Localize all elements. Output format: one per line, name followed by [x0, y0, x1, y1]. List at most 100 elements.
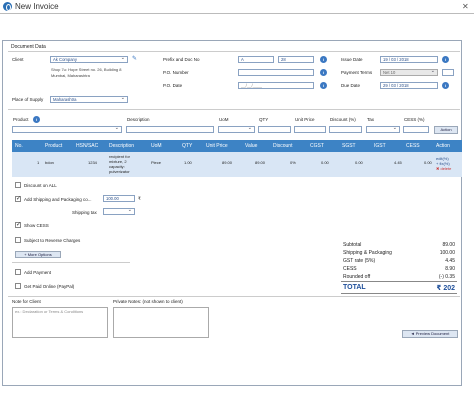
issue-date-input[interactable]: 19 / 03 / 2018 — [380, 56, 438, 63]
shipping-total-value: 100.00 — [439, 250, 455, 256]
client-address-line-2: Mumbai, Maharashtra — [51, 73, 90, 78]
description-input[interactable] — [126, 126, 214, 133]
add-payment-checkbox[interactable] — [15, 269, 21, 275]
edit-pencil-icon[interactable]: ✎ — [132, 56, 138, 62]
notes-divider — [8, 296, 460, 297]
totals-divider-bottom — [341, 293, 457, 294]
client-select[interactable]: Ak Company — [50, 56, 128, 63]
rounded-label: Rounded off — [343, 274, 371, 280]
discount-all-label: Discount on ALL — [24, 183, 57, 188]
discount-input[interactable] — [329, 126, 362, 133]
prefix-label: Prefix and Doc No — [163, 57, 200, 62]
cell-cess: 0.00 — [424, 160, 432, 165]
unit-price-input[interactable] — [294, 126, 326, 133]
place-of-supply-select[interactable]: Maharashtra — [50, 96, 128, 103]
cell-uom: Piece — [151, 160, 162, 165]
private-note-label: Private Notes: (not shown to client) — [113, 299, 183, 304]
po-number-label: P.O. Number — [163, 70, 189, 75]
cell-discount: 0% — [290, 160, 296, 165]
cess-input[interactable] — [403, 126, 429, 133]
rounded-value: (-) 0.35 — [438, 274, 455, 280]
divider — [8, 109, 460, 110]
client-address-line-1: Shop 7u: Hope Street no. 26, Building 8 — [51, 67, 122, 72]
th-unit-price: Unit Price — [206, 143, 228, 149]
get-paid-online-checkbox[interactable] — [15, 283, 21, 289]
th-product: Product — [45, 143, 63, 149]
th-igst: IGST — [374, 143, 386, 149]
cell-unit-price: 89.00 — [222, 160, 233, 165]
product-label: Product — [13, 117, 29, 122]
document-frame — [2, 40, 462, 386]
total-label: TOTAL — [343, 284, 366, 291]
th-cess: CESS — [406, 143, 420, 149]
payment-terms-select[interactable]: Net 10 — [380, 69, 438, 76]
cell-cgst: 0.00 — [321, 160, 329, 165]
row-fix-link[interactable]: + fix(%) — [436, 161, 450, 166]
preview-document-button[interactable]: ◄ Preview Document — [402, 330, 458, 338]
tax-label: Tax — [367, 117, 375, 122]
th-value: Value — [245, 143, 258, 149]
row-edit-link[interactable]: edit(%) — [436, 156, 449, 161]
more-options-button[interactable]: + More Options — [15, 251, 61, 258]
th-action: Action — [436, 143, 450, 149]
shipping-checkbox[interactable] — [15, 195, 21, 202]
row-delete-link[interactable]: ✖ delete — [436, 166, 452, 171]
add-payment-label: Add Payment — [24, 270, 52, 275]
product-info-icon[interactable]: i — [33, 116, 40, 123]
cell-hsn: 1234 — [88, 160, 97, 165]
th-qty: QTY — [182, 143, 193, 149]
due-date-info-icon[interactable]: i — [442, 82, 449, 89]
cell-sgst: 0.00 — [355, 160, 363, 165]
cell-description-3: capacity: — [109, 164, 125, 169]
discount-label: Discount (%) — [330, 117, 356, 122]
section-title: Document Data — [11, 44, 46, 50]
shipping-tax-select[interactable] — [103, 208, 135, 215]
cess-total-value: 8.90 — [445, 266, 455, 272]
subtotal-value: 89.00 — [442, 242, 455, 248]
prefix-input[interactable]: A — [238, 56, 274, 63]
due-date-input[interactable]: 29 / 03 / 2018 — [380, 82, 438, 89]
shipping-total-label: Shipping & Packaging — [343, 250, 392, 256]
due-date-label: Due Date — [341, 83, 361, 88]
cell-value: 89.00 — [255, 160, 266, 165]
total-value: ₹ 202 — [436, 285, 456, 292]
gst-rate-value: 4.45 — [445, 258, 455, 264]
close-icon[interactable]: ✕ — [462, 2, 469, 11]
get-paid-online-label: Get Paid Online (PayPal) — [24, 284, 75, 289]
tax-select[interactable] — [366, 126, 400, 133]
rupee-symbol: ₹ — [138, 196, 141, 201]
doc-number-info-icon[interactable]: i — [320, 56, 327, 63]
table-row[interactable]: 1 bdon 1234 recipient for mixture, 2 cap… — [12, 152, 462, 177]
cell-description-4: pulverizator — [109, 169, 130, 174]
discount-all-checkbox[interactable] — [15, 182, 21, 188]
qty-input[interactable] — [258, 126, 291, 133]
uom-label: UoM — [219, 117, 229, 122]
private-note-textarea[interactable] — [113, 307, 209, 338]
issue-date-info-icon[interactable]: i — [442, 56, 449, 63]
product-select[interactable] — [12, 126, 122, 133]
payment-terms-days-input[interactable] — [442, 69, 454, 76]
uom-select[interactable] — [218, 126, 255, 133]
cell-description-2: mixture, 2 — [109, 159, 127, 164]
th-discount: Discount — [273, 143, 293, 149]
action-button[interactable]: Action — [434, 126, 458, 134]
po-number-info-icon[interactable]: i — [320, 69, 327, 76]
table-header: No. Product HSN/SAC Description UoM QTY … — [12, 140, 462, 152]
shipping-input[interactable]: 100.00 — [103, 195, 135, 202]
client-note-textarea[interactable]: ex.: Declaration or Terms & Conditions — [12, 307, 108, 338]
po-date-input[interactable]: __/__/____ — [238, 82, 314, 89]
place-of-supply-label: Place of Supply — [12, 97, 44, 102]
window-title: New Invoice — [15, 2, 59, 11]
po-date-info-icon[interactable]: i — [320, 82, 327, 89]
section-divider — [8, 51, 460, 52]
reverse-charges-checkbox[interactable] — [15, 237, 21, 243]
th-hsn: HSN/SAC — [76, 143, 99, 149]
show-cess-checkbox[interactable] — [15, 221, 21, 228]
app-logo-icon — [3, 2, 12, 11]
title-bar: New Invoice ✕ — [0, 0, 474, 13]
cell-igst: 4.45 — [394, 160, 402, 165]
options-divider — [12, 262, 130, 263]
doc-number-input[interactable]: 28 — [278, 56, 314, 63]
cell-no: 1 — [37, 160, 40, 165]
po-number-input[interactable] — [238, 69, 314, 76]
